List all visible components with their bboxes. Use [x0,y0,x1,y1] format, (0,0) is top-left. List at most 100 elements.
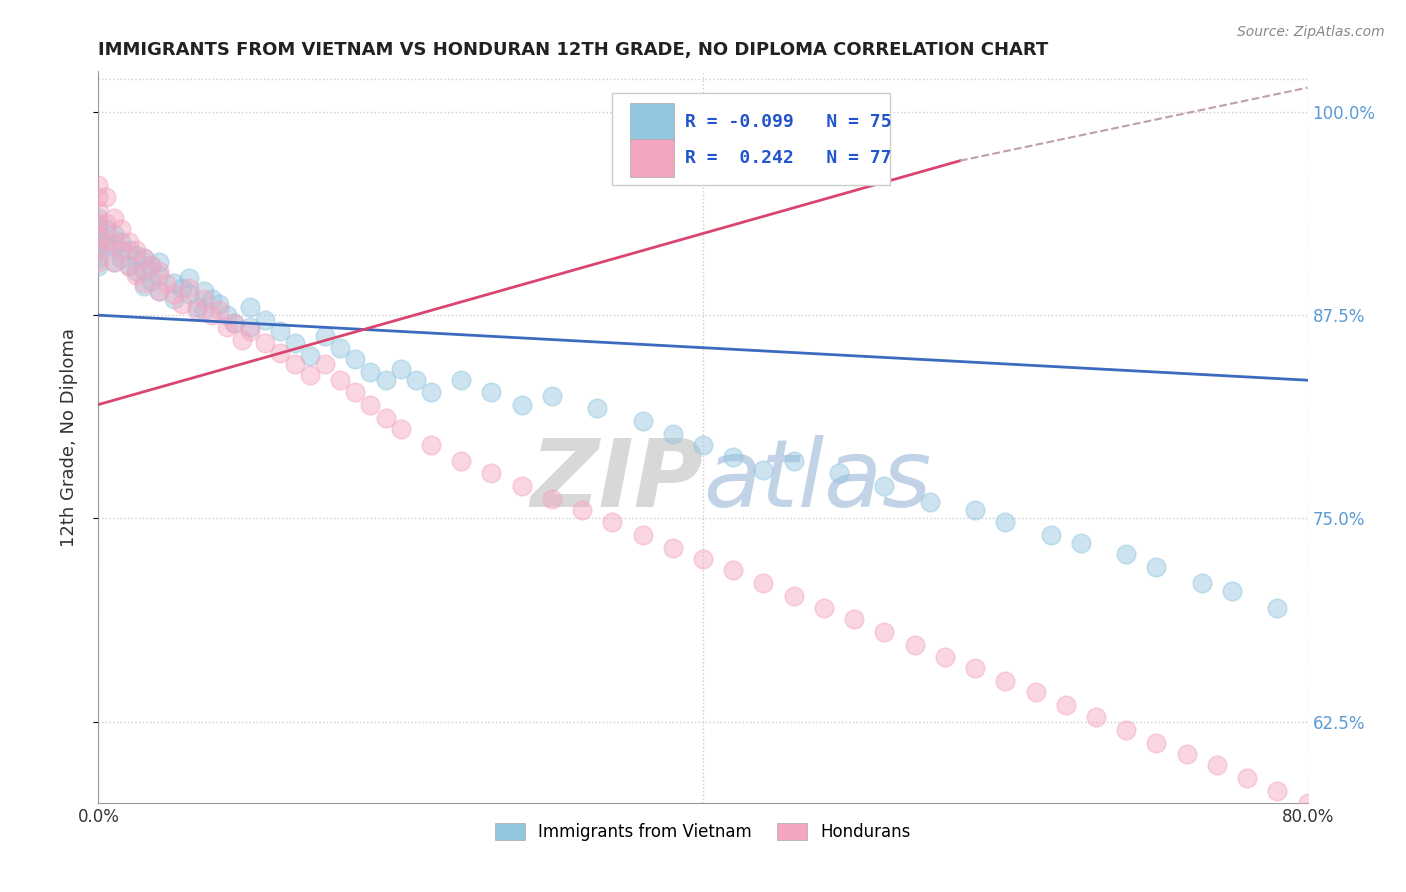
Point [87,215,110,229]
Point [1296,796,1319,810]
Point [1144,736,1167,750]
Point [118,235,141,249]
Point [1144,560,1167,574]
Point [783,454,806,468]
Point [692,438,714,452]
Point [125,243,148,257]
Point [110,252,132,266]
Point [994,515,1017,529]
Text: atlas: atlas [703,435,931,526]
Point [661,541,683,555]
Point [329,373,352,387]
Point [103,211,125,225]
Point [87,243,110,257]
Point [179,280,201,294]
Point [602,515,624,529]
Point [450,373,472,387]
Point [239,325,262,339]
Point [692,552,714,566]
Point [231,333,253,347]
Point [110,222,132,236]
Point [155,276,177,290]
Point [723,563,745,577]
Point [118,243,141,257]
Point [163,276,186,290]
Point [141,260,163,274]
Point [873,479,896,493]
Point [374,410,396,425]
Point [284,335,307,350]
Point [1115,723,1137,737]
Text: Source: ZipAtlas.com: Source: ZipAtlas.com [1237,25,1385,39]
Y-axis label: 12th Grade, No Diploma: 12th Grade, No Diploma [59,327,77,547]
Point [201,292,224,306]
Point [1191,576,1213,591]
Point [148,264,170,278]
Point [179,270,201,285]
Point [94,215,117,229]
Point [904,638,927,652]
Text: ZIP: ZIP [530,435,703,527]
Point [224,316,246,330]
Point [170,280,193,294]
Point [1024,685,1046,699]
Point [1206,758,1229,772]
Point [103,235,125,249]
FancyBboxPatch shape [613,94,890,185]
Point [118,260,141,274]
Point [873,625,896,640]
Point [224,316,246,330]
Point [828,466,851,480]
Point [284,357,307,371]
Point [420,384,443,399]
Point [132,252,155,266]
Point [329,341,352,355]
Point [87,219,110,233]
Point [193,303,215,318]
Point [510,479,533,493]
Point [481,466,503,480]
Point [631,527,654,541]
Point [179,287,201,301]
Point [170,297,193,311]
Point [87,178,110,193]
Point [87,252,110,266]
Point [994,673,1017,688]
Point [208,303,231,318]
Point [87,242,110,256]
Point [87,211,110,225]
Point [1070,535,1092,549]
Point [125,248,148,262]
Point [103,227,125,241]
Point [481,384,503,399]
Point [752,462,775,476]
Point [94,222,117,236]
Point [450,454,472,468]
Point [141,258,163,272]
Point [87,202,110,217]
Legend: Immigrants from Vietnam, Hondurans: Immigrants from Vietnam, Hondurans [486,814,920,849]
Point [965,503,987,517]
Point [239,300,262,314]
Point [299,368,322,383]
Point [125,268,148,282]
Point [269,345,291,359]
Point [193,292,215,306]
Point [103,254,125,268]
Point [1175,747,1198,761]
Point [215,319,238,334]
Point [1327,807,1350,822]
Point [1054,698,1077,713]
Point [118,260,141,274]
Point [148,284,170,298]
Point [215,308,238,322]
Point [965,661,987,675]
Point [661,426,683,441]
Point [420,438,443,452]
Point [1039,527,1062,541]
Point [844,612,866,626]
Point [132,252,155,266]
Point [103,238,125,252]
Point [360,398,382,412]
Point [148,254,170,268]
